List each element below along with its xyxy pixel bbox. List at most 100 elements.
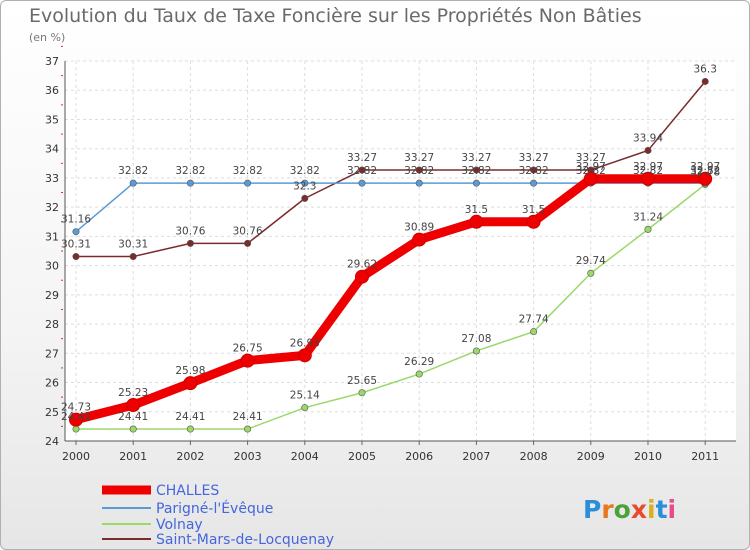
- legend-label: Saint-Mars-de-Locquenay: [156, 532, 334, 548]
- x-tick-label: 2004: [291, 450, 319, 463]
- data-label: 32.82: [690, 165, 720, 177]
- data-label: 25.98: [175, 365, 205, 377]
- data-label: 32.97: [690, 161, 720, 173]
- data-label: 26.29: [404, 356, 434, 368]
- data-label: 27.74: [519, 314, 549, 326]
- series-line: [71, 174, 710, 425]
- data-point: [244, 239, 252, 247]
- data-label: 32.82: [461, 165, 491, 177]
- data-point: [698, 171, 713, 186]
- data-label: 32.78: [690, 166, 720, 178]
- data-point: [472, 166, 480, 174]
- data-point: [415, 179, 423, 187]
- data-label: 25.65: [347, 375, 377, 387]
- logo-text: Proxiti: [583, 495, 676, 524]
- x-tick-label: 2009: [577, 450, 605, 463]
- data-point: [415, 166, 423, 174]
- series-line: [75, 183, 706, 430]
- data-point: [472, 179, 480, 187]
- data-label: 33.27: [519, 152, 549, 164]
- y-tick-label: 29: [45, 289, 59, 302]
- data-point: [72, 253, 80, 261]
- chart-title: Evolution du Taux de Taxe Foncière sur l…: [29, 5, 642, 27]
- y-tick-label: 32: [45, 201, 59, 214]
- data-label: 25.14: [290, 390, 320, 402]
- x-tick-label: 2007: [462, 450, 490, 463]
- data-point: [129, 179, 137, 187]
- data-label: 30.31: [118, 239, 148, 251]
- data-point: [530, 179, 538, 187]
- series-line: [75, 80, 706, 258]
- data-label: 29.74: [576, 255, 606, 267]
- data-label: 30.31: [61, 239, 91, 251]
- data-point: [186, 179, 194, 187]
- data-point: [183, 376, 198, 391]
- x-tick-label: 2011: [691, 450, 719, 463]
- data-label: 24.73: [61, 402, 91, 414]
- data-label: 24.41: [233, 411, 263, 423]
- y-tick-label: 30: [45, 260, 59, 273]
- legend-label: CHALLES: [156, 483, 219, 499]
- y-tick-label: 31: [45, 230, 59, 243]
- data-label: 32.82: [576, 165, 606, 177]
- data-label: 31.16: [61, 214, 91, 226]
- data-point: [186, 239, 194, 247]
- data-label: 32.82: [404, 165, 434, 177]
- data-point: [530, 166, 538, 174]
- data-label: 32.82: [633, 165, 663, 177]
- data-point: [530, 328, 538, 336]
- data-label: 32.82: [175, 165, 205, 177]
- data-label: 32.97: [633, 161, 663, 173]
- legend-label: Volnay: [156, 517, 203, 533]
- data-point: [412, 232, 427, 247]
- data-point: [526, 214, 541, 229]
- y-tick-label: 25: [45, 406, 59, 419]
- y-tick-label: 26: [45, 377, 59, 390]
- data-point: [415, 370, 423, 378]
- data-point: [240, 353, 255, 368]
- data-point: [126, 398, 141, 413]
- data-point: [701, 77, 709, 85]
- data-label: 26.75: [233, 343, 263, 355]
- x-tick-label: 2000: [62, 450, 90, 463]
- x-tick-label: 2006: [405, 450, 433, 463]
- data-point: [129, 425, 137, 433]
- data-point: [583, 171, 598, 186]
- data-label: 27.08: [461, 333, 491, 345]
- data-label: 24.41: [118, 411, 148, 423]
- data-label: 33.27: [576, 152, 606, 164]
- data-label: 31.5: [465, 204, 488, 216]
- data-label: 33.27: [347, 152, 377, 164]
- data-label: 32.97: [576, 161, 606, 173]
- y-tick-label: 33: [45, 172, 59, 185]
- data-point: [301, 179, 309, 187]
- data-point: [244, 425, 252, 433]
- data-label: 33.27: [461, 152, 491, 164]
- x-tick-label: 2001: [119, 450, 147, 463]
- data-label: 36.3: [694, 63, 717, 75]
- y-tick-label: 34: [45, 143, 59, 156]
- x-tick-label: 2003: [234, 450, 262, 463]
- data-label: 32.82: [118, 165, 148, 177]
- x-tick-label: 2010: [634, 450, 662, 463]
- data-point: [644, 146, 652, 154]
- data-label: 33.94: [633, 132, 663, 144]
- data-label: 32.82: [519, 165, 549, 177]
- data-point: [244, 179, 252, 187]
- data-label: 24.41: [175, 411, 205, 423]
- data-point: [469, 214, 484, 229]
- y-tick-label: 28: [45, 318, 59, 331]
- data-label: 25.23: [118, 387, 148, 399]
- data-label: 30.76: [233, 225, 263, 237]
- y-tick-label: 35: [45, 113, 59, 126]
- data-label: 24.41: [61, 411, 91, 423]
- data-point: [297, 348, 312, 363]
- y-tick-label: 36: [45, 84, 59, 97]
- data-point: [355, 269, 369, 284]
- data-point: [72, 228, 80, 236]
- data-point: [129, 253, 137, 261]
- data-point: [301, 404, 309, 412]
- y-tick-label: 27: [45, 347, 59, 360]
